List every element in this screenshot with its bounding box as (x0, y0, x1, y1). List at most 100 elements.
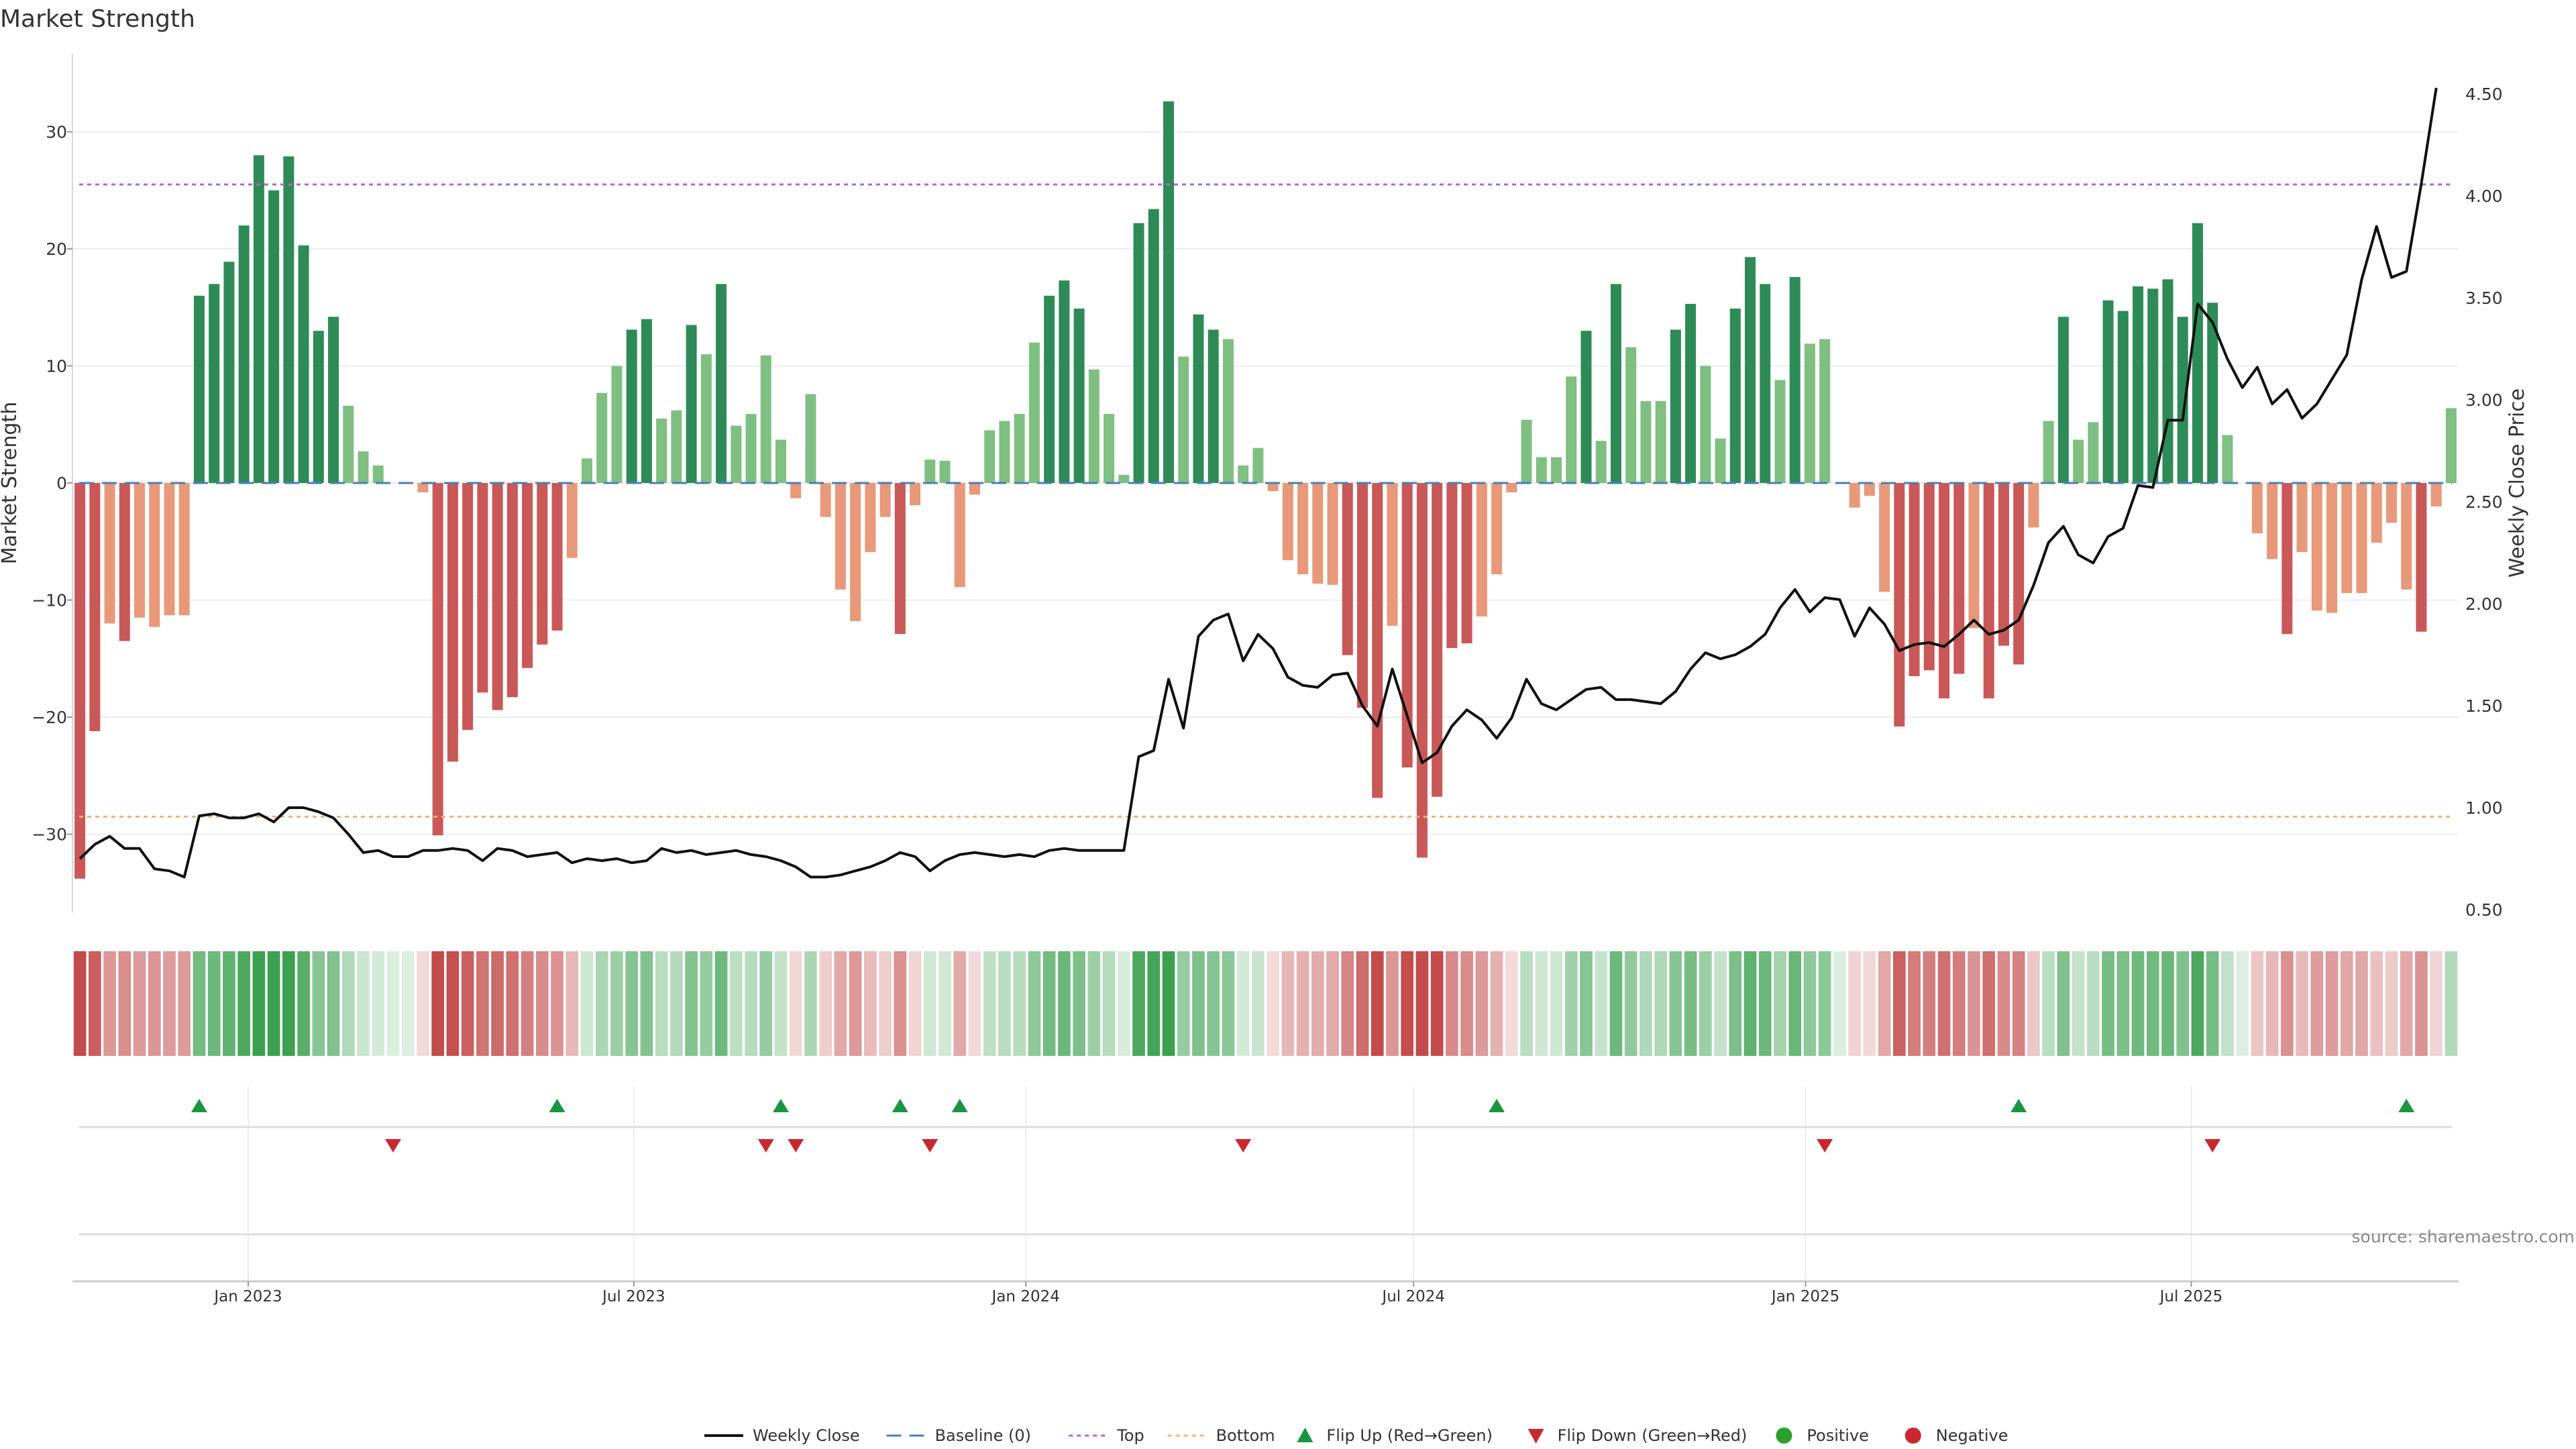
strength-bar (1998, 483, 2009, 646)
y2-tick-label: 3.50 (2465, 288, 2503, 308)
heat-cell (372, 951, 385, 1056)
strength-bar (253, 155, 264, 483)
strength-bar (1327, 483, 1338, 585)
flip-up-marker (2398, 1099, 2415, 1112)
strength-bar (1446, 483, 1458, 649)
strength-bar (1715, 438, 1726, 483)
heat-cell (2325, 951, 2339, 1056)
strength-bar (1536, 457, 1547, 483)
flip-up-marker (1489, 1099, 1505, 1112)
strength-bar (372, 465, 384, 483)
heat-cell (1535, 951, 1548, 1056)
heat-cell (1564, 951, 1578, 1056)
x-tick-label: Jan 2025 (1770, 1288, 1839, 1305)
strength-bar (581, 458, 592, 483)
heat-cell (1520, 951, 1533, 1056)
grid-lines (72, 54, 2459, 1283)
strength-bars (74, 101, 2457, 879)
heat-cell (2176, 951, 2190, 1056)
heat-cell (1415, 951, 1429, 1056)
strength-bar (1297, 483, 1309, 575)
legend: Weekly Close Baseline (0) Top Bottom Flip Up… (704, 1426, 2008, 1445)
y2-tick-label: 2.50 (2465, 492, 2503, 512)
y-tick-label: 10 (46, 357, 67, 376)
legend-item-bottom: Bottom (1167, 1426, 1275, 1445)
strength-bar (820, 483, 831, 517)
heat-cell (2236, 951, 2249, 1056)
heat-cell (1028, 951, 1041, 1056)
heat-cell (655, 951, 668, 1056)
heat-cell (252, 951, 266, 1056)
flip-up-marker (951, 1099, 968, 1112)
strength-bar (1014, 414, 1025, 483)
strength-bar (2326, 483, 2338, 613)
y2-tick-label: 1.00 (2465, 798, 2503, 818)
heat-cell (595, 951, 608, 1056)
strength-bar (1983, 483, 1994, 699)
strength-bar (1506, 483, 1517, 492)
strength-bar (2162, 279, 2174, 483)
strength-bar (164, 483, 175, 616)
heat-cell (1222, 951, 1235, 1056)
y2-tick-label: 1.50 (2465, 696, 2503, 716)
heat-cell (386, 951, 400, 1056)
flip-up-marker (2010, 1099, 2027, 1112)
legend-label: Top (1116, 1426, 1144, 1445)
strength-bar (775, 439, 786, 483)
strength-bar (1104, 414, 1115, 483)
strength-bar (1148, 209, 1159, 483)
heat-cell (2027, 951, 2040, 1056)
heat-cell (1132, 951, 1145, 1056)
strength-bar (2133, 286, 2144, 483)
heat-cell (1609, 951, 1623, 1056)
strength-bar (1387, 483, 1398, 626)
strength-bar (1670, 329, 1681, 483)
heat-cell (163, 951, 176, 1056)
heat-cell (357, 951, 370, 1056)
strength-bar (641, 319, 652, 483)
heat-cell (774, 951, 788, 1056)
strength-bar (731, 425, 742, 483)
legend-item-positive: Positive (1776, 1426, 1869, 1445)
heat-cell (1058, 951, 1071, 1056)
strength-bar (760, 355, 771, 483)
strength-bar (522, 483, 533, 668)
heat-cell (506, 951, 519, 1056)
y2-axis-ticks: 0.50 1.00 1.50 2.00 2.50 3.00 3.50 4.00 4.50 (2465, 85, 2503, 920)
strength-bar (1595, 441, 1607, 483)
flip-down-marker (1235, 1139, 1252, 1152)
heat-cell (700, 951, 713, 1056)
flip-up-marker (892, 1099, 908, 1112)
heat-cell (1848, 951, 1861, 1056)
strength-bar (268, 190, 280, 483)
heat-cell (670, 951, 683, 1056)
strength-bar (671, 410, 682, 483)
heat-cell (2131, 951, 2145, 1056)
legend-item-flip_up: Flip Up (Red→Green) (1297, 1426, 1493, 1445)
flip-up-marker (549, 1099, 566, 1112)
strength-bar (462, 483, 474, 731)
y-axis-ticks: −30 −20 −10 0 10 20 30 (32, 123, 72, 845)
strength-bar (1312, 483, 1324, 584)
heat-cell (1937, 951, 1951, 1056)
strength-bar (2147, 288, 2159, 483)
heat-cell (2191, 951, 2204, 1056)
legend-swatch-negative (1904, 1428, 1921, 1444)
heat-cell (297, 951, 310, 1056)
heat-cell (223, 951, 235, 1056)
strength-bar (447, 483, 458, 762)
strength-bar (1864, 483, 1875, 496)
heat-cell (1147, 951, 1161, 1056)
strength-bar (1894, 483, 1905, 727)
legend-item-close: Weekly Close (704, 1426, 860, 1445)
heat-cell (2102, 951, 2114, 1056)
heat-cell (551, 951, 564, 1056)
heat-cell (535, 951, 549, 1056)
flip-down-marker (788, 1139, 804, 1152)
heat-cell (1803, 951, 1817, 1056)
strength-bar (1088, 369, 1099, 483)
heat-cell (1505, 951, 1518, 1056)
heat-cell (1863, 951, 1876, 1056)
heat-cell (610, 951, 623, 1056)
heat-cell (1356, 951, 1369, 1056)
